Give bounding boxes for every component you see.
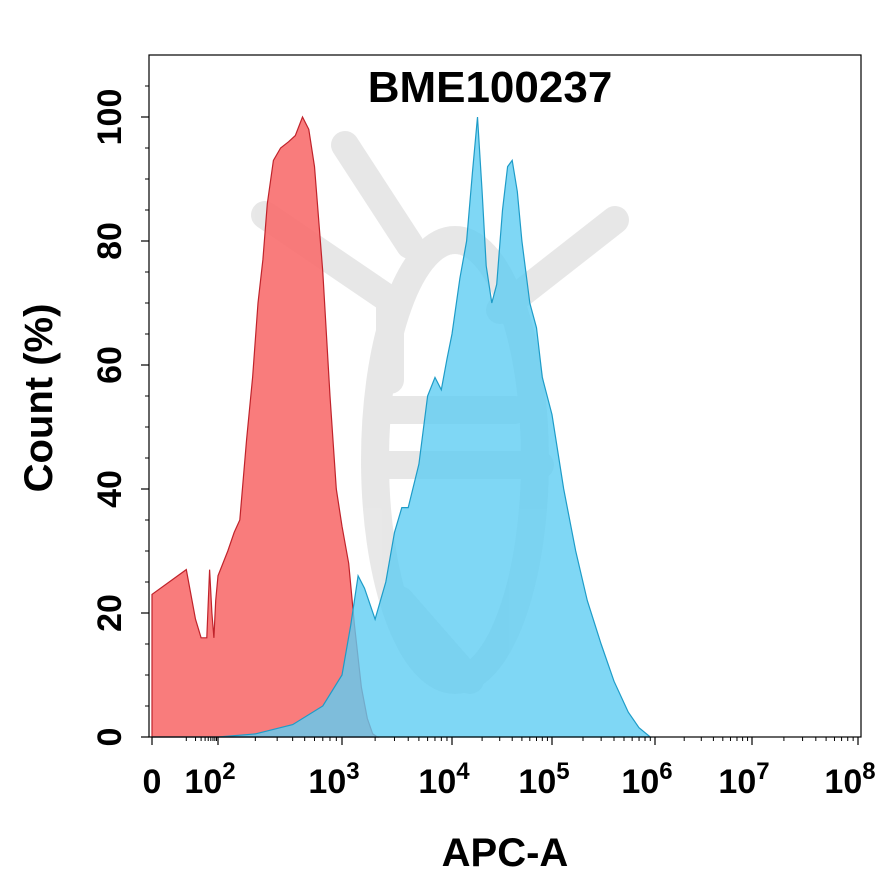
x-tick-label: 0 bbox=[143, 763, 162, 801]
x-tick-label: 103 bbox=[308, 758, 359, 801]
y-tick-label: 80 bbox=[91, 222, 129, 260]
y-axis: 0 20 40 60 80 100 bbox=[91, 85, 149, 747]
y-tick-label: 60 bbox=[91, 346, 129, 384]
y-axis-label: Count (%) bbox=[17, 304, 61, 493]
y-tick-label: 40 bbox=[91, 470, 129, 508]
x-tick-label: 105 bbox=[518, 758, 569, 801]
y-tick-label: 20 bbox=[91, 594, 129, 632]
x-tick-label: 102 bbox=[184, 758, 235, 801]
y-tick-label: 100 bbox=[91, 89, 129, 146]
x-tick-label: 106 bbox=[621, 758, 672, 801]
x-tick-label: 104 bbox=[418, 758, 470, 801]
x-tick-label: 108 bbox=[824, 758, 875, 801]
x-axis: 0 102 103 104 105 106 107 108 bbox=[143, 737, 876, 801]
histogram-series-1 bbox=[151, 115, 380, 738]
series-layer bbox=[151, 115, 652, 738]
chart-title: BME100237 bbox=[368, 63, 613, 112]
plot-area: 0 102 103 104 105 106 107 108 0 20 40 60 80 100 bbox=[91, 54, 876, 801]
x-axis-label: APC-A bbox=[442, 831, 569, 875]
histogram-series-2 bbox=[152, 116, 652, 738]
x-tick-label: 107 bbox=[718, 758, 769, 801]
y-tick-label: 0 bbox=[91, 728, 129, 747]
